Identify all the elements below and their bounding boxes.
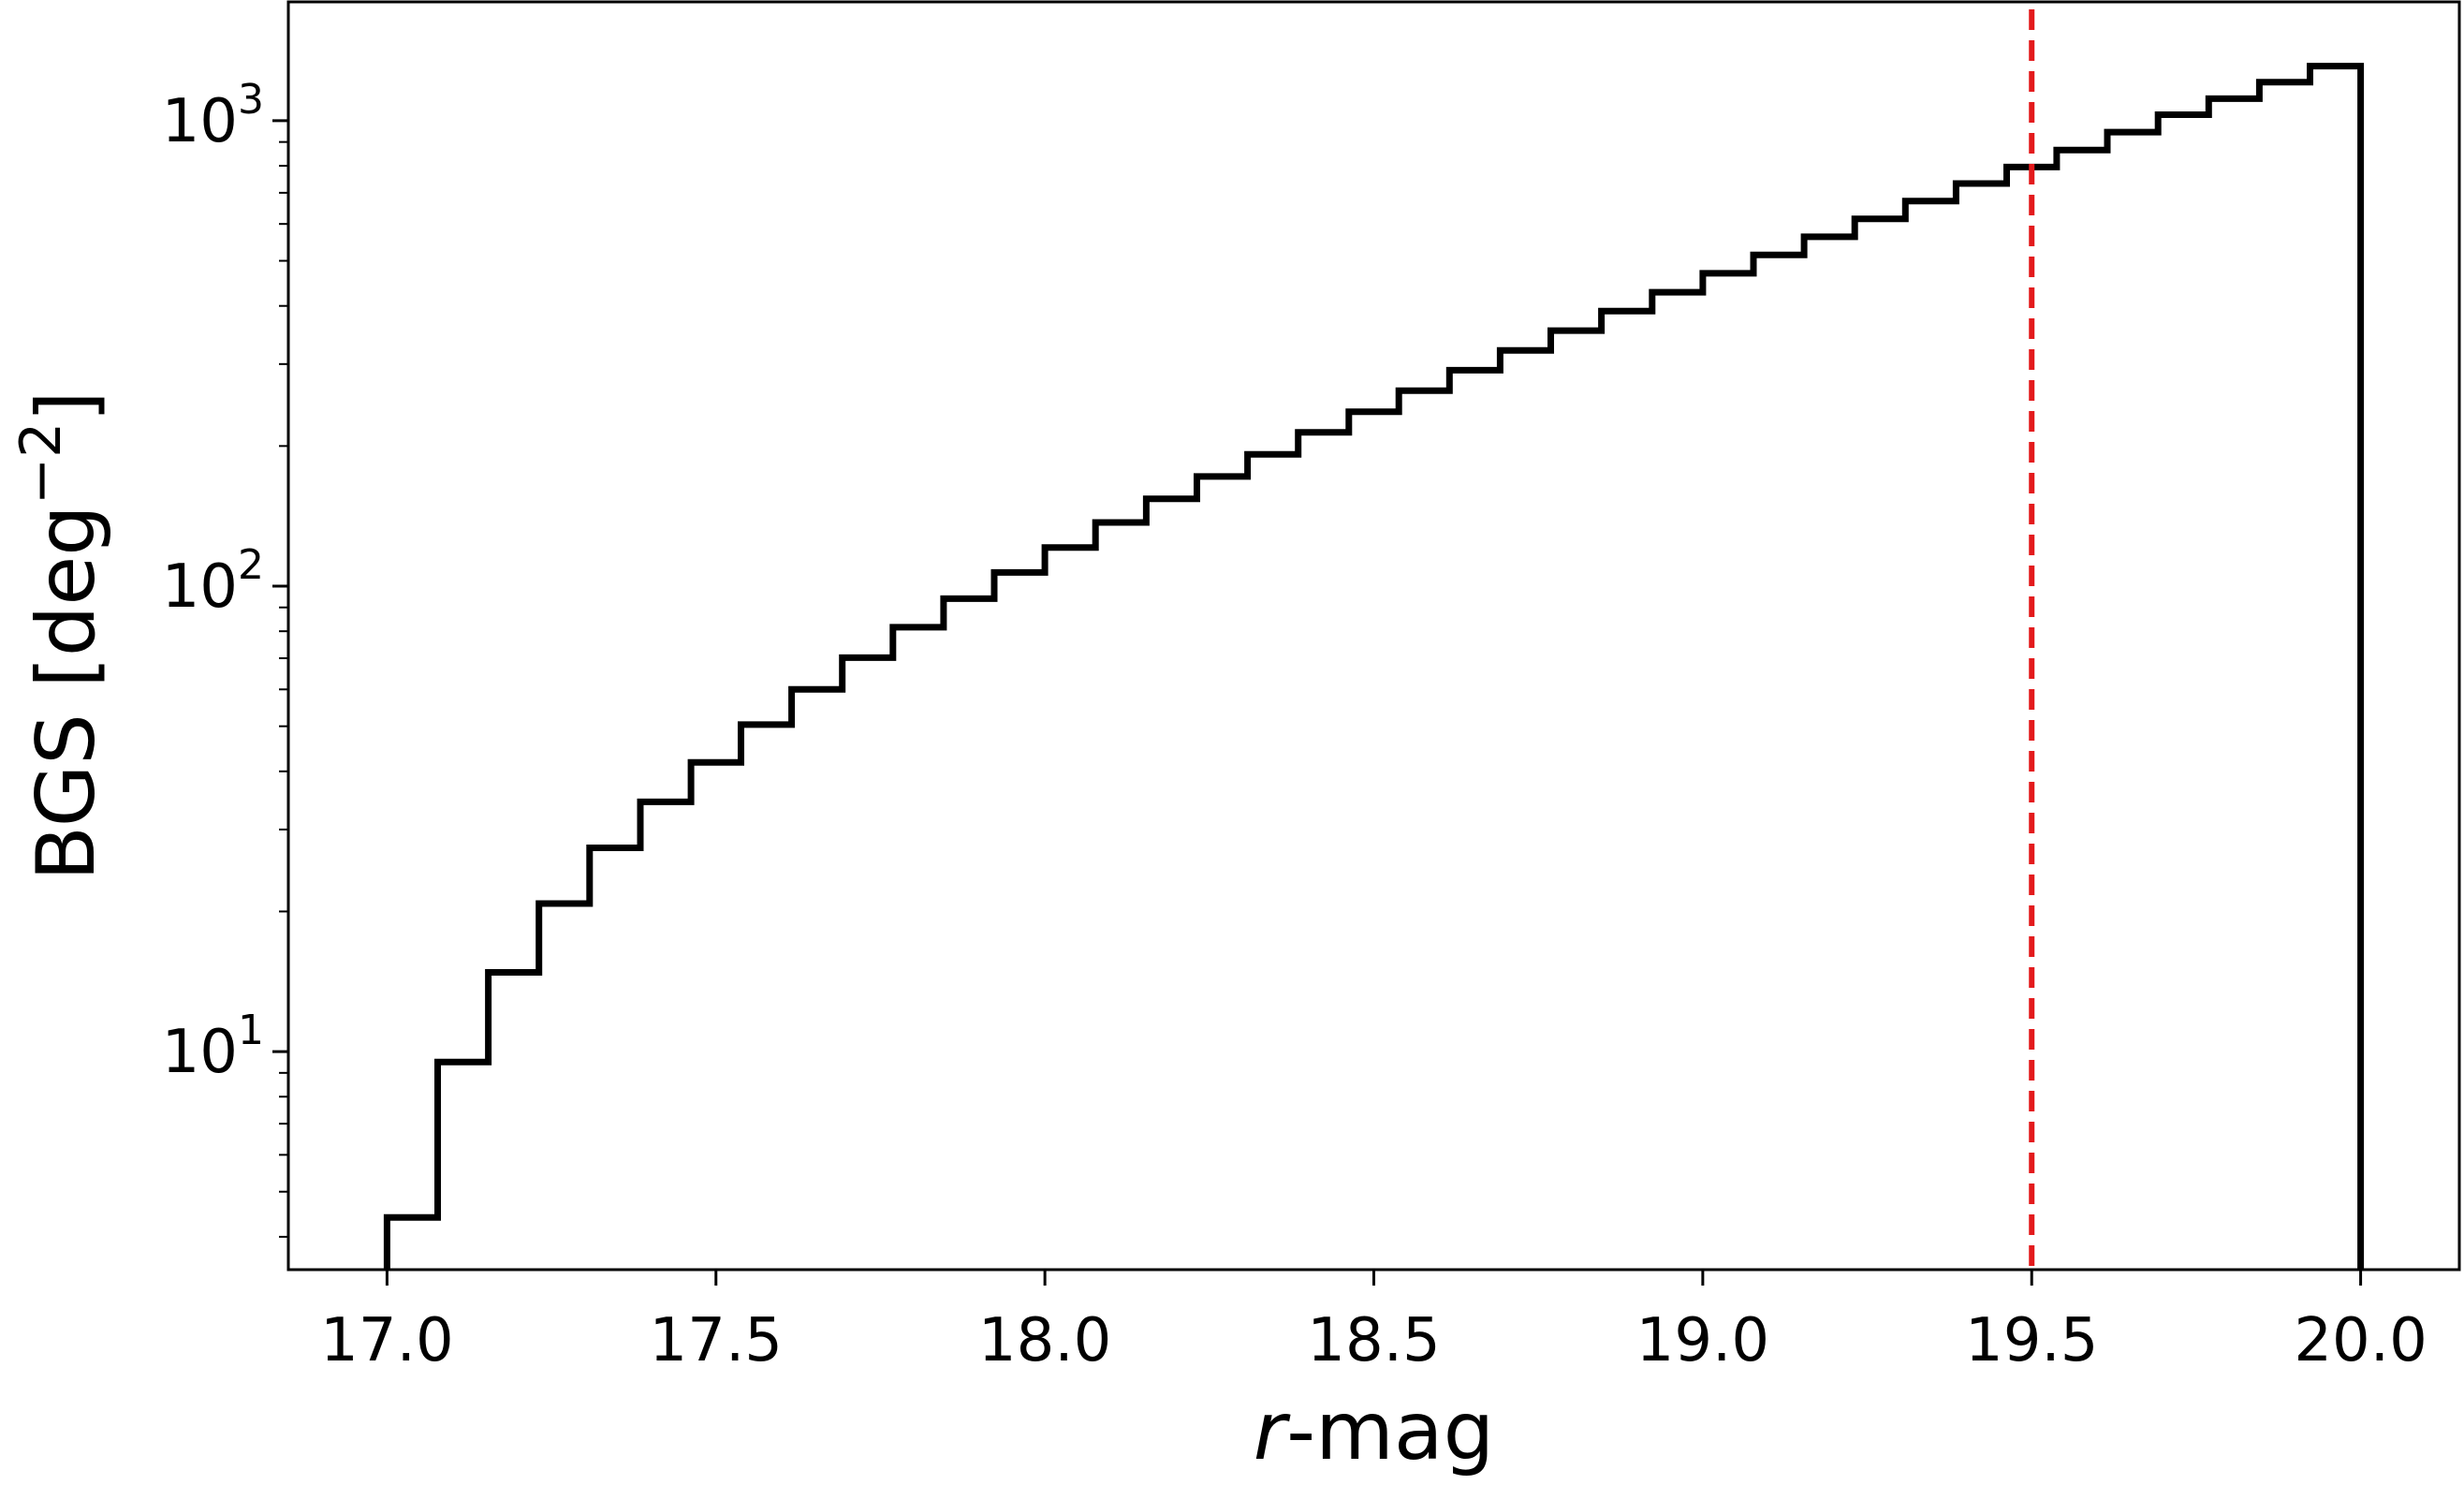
- y-axis-label-exponent: −2: [8, 422, 74, 505]
- x-axis-label: r-mag: [1254, 1385, 1494, 1478]
- plot-marks: [383, 9, 2365, 1270]
- y-minor-ticks: [279, 140, 288, 1238]
- histogram-step-line: [383, 63, 2365, 1270]
- y-tick-label-exponent: 2: [238, 541, 264, 589]
- y-axis-label-close: ]: [20, 390, 113, 422]
- x-tick-label: 19.0: [1636, 1306, 1770, 1375]
- y-axis-label: BGS [deg−2]: [8, 390, 113, 881]
- y-tick-label-base: 10: [162, 1018, 238, 1087]
- y-tick-label-base: 10: [162, 87, 238, 156]
- x-tick-label: 18.5: [1307, 1306, 1441, 1375]
- y-tick-label-base: 10: [162, 552, 238, 622]
- y-tick-label-exponent: 1: [238, 1007, 264, 1054]
- y-tick-label: 103: [162, 76, 264, 156]
- x-axis-label-italic: r: [1254, 1385, 1291, 1478]
- y-axis-label-text: BGS [deg: [20, 505, 113, 881]
- x-tick-label: 18.0: [978, 1306, 1112, 1375]
- y-tick-label-exponent: 3: [238, 76, 264, 124]
- x-tick-label: 17.0: [320, 1306, 454, 1375]
- y-tick-label: 101: [162, 1007, 264, 1087]
- x-tick-label: 19.5: [1965, 1306, 2099, 1375]
- x-tick-label: 17.5: [650, 1306, 784, 1375]
- y-tick-label: 102: [162, 541, 264, 622]
- x-axis-label-rest: -mag: [1286, 1385, 1494, 1478]
- x-tick-label: 20.0: [2294, 1306, 2427, 1375]
- axis-major-ticks: [272, 119, 2363, 1286]
- plot-frame: [286, 0, 2461, 1272]
